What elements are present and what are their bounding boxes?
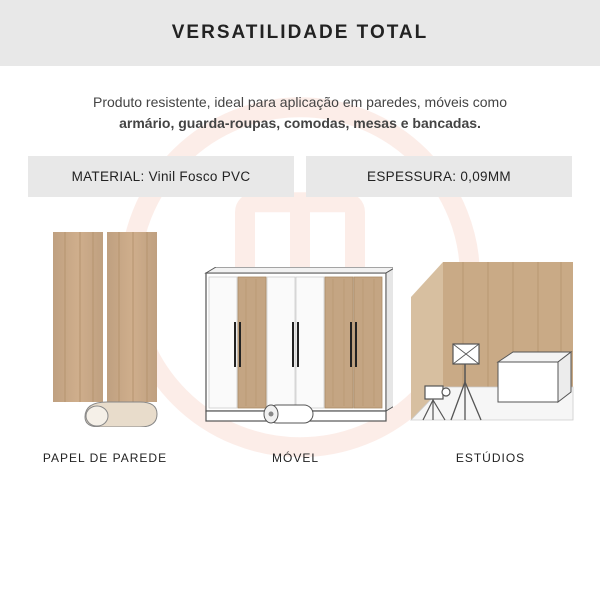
studio-illustration — [403, 227, 578, 427]
wallpaper-illustration — [22, 227, 188, 427]
spec-thickness: ESPESSURA: 0,09MM — [306, 156, 572, 197]
example-furniture: MÓVEL — [198, 227, 393, 465]
thickness-value: 0,09MM — [460, 169, 511, 184]
specs-row: MATERIAL: Vinil Fosco PVC ESPESSURA: 0,0… — [0, 156, 600, 197]
thickness-label: ESPESSURA: — [367, 169, 456, 184]
material-label: MATERIAL: — [72, 169, 145, 184]
desc-bold: armário, guarda-roupas, comodas, mesas e… — [119, 115, 481, 131]
spec-material: MATERIAL: Vinil Fosco PVC — [28, 156, 294, 197]
example-wallpaper: PAPEL DE PAREDE — [22, 227, 188, 465]
title-bar: VERSATILIDADE TOTAL — [0, 0, 600, 66]
furniture-caption: MÓVEL — [272, 451, 319, 465]
title-text: VERSATILIDADE TOTAL — [172, 22, 429, 43]
material-value: Vinil Fosco PVC — [149, 169, 251, 184]
example-studio: ESTÚDIOS — [403, 227, 578, 465]
description: Produto resistente, ideal para aplicação… — [0, 66, 600, 156]
furniture-illustration — [198, 227, 393, 427]
examples-row: PAPEL DE PAREDE — [0, 227, 600, 465]
studio-caption: ESTÚDIOS — [456, 451, 525, 465]
wallpaper-caption: PAPEL DE PAREDE — [43, 451, 167, 465]
desc-line1: Produto resistente, ideal para aplicação… — [93, 94, 507, 110]
